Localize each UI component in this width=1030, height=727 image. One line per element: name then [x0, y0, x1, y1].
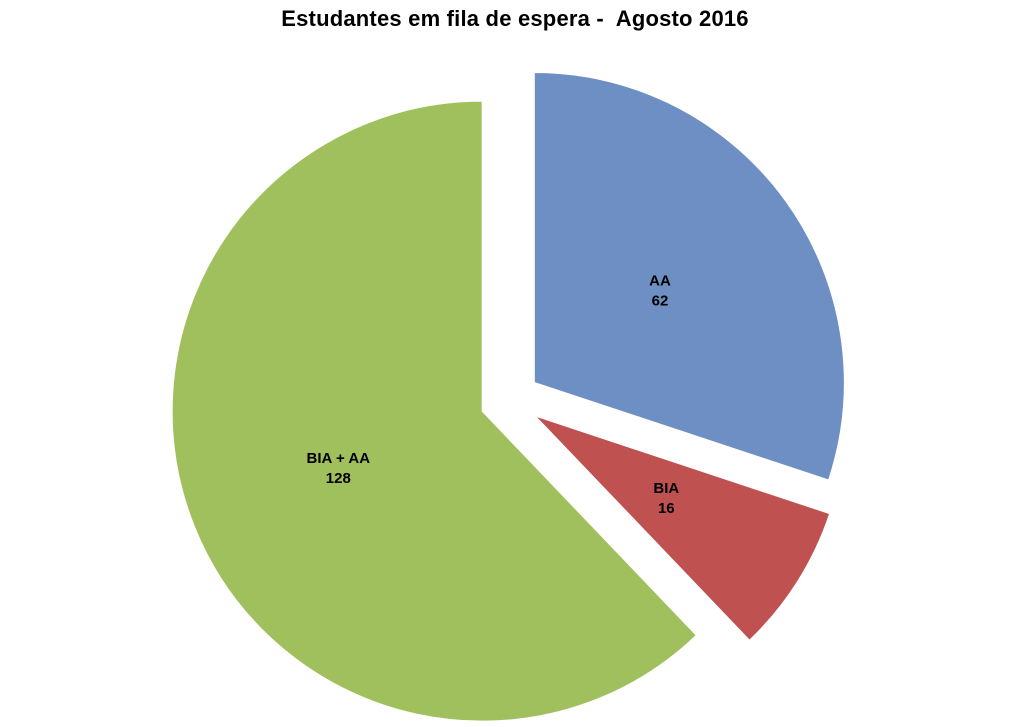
slice-label-bia: BIA 16	[653, 480, 679, 517]
slice-label-aa: AA 62	[649, 273, 671, 310]
pie-slice-aa	[533, 71, 845, 481]
chart-title: Estudantes em fila de espera - Agosto 20…	[281, 6, 749, 31]
pie-slice-bia	[534, 415, 831, 641]
pie-slice-bia-aa	[171, 100, 697, 722]
slice-label-bia-aa: BIA + AA 128	[307, 450, 371, 487]
